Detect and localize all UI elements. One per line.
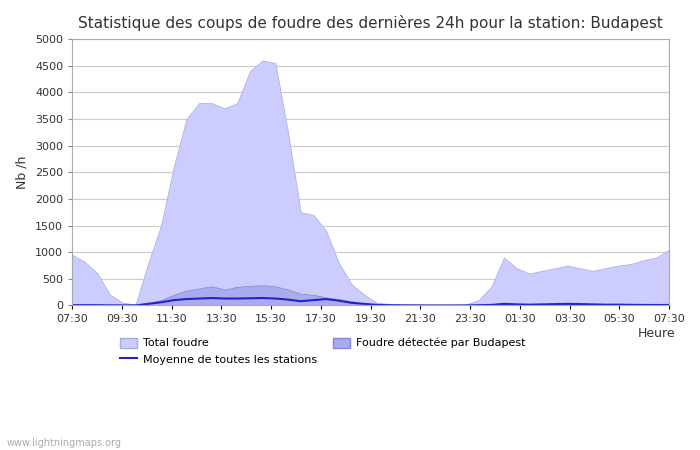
- Text: www.lightningmaps.org: www.lightningmaps.org: [7, 438, 122, 448]
- Y-axis label: Nb /h: Nb /h: [15, 156, 28, 189]
- Legend: Total foudre, Moyenne de toutes les stations, Foudre détectée par Budapest: Total foudre, Moyenne de toutes les stat…: [116, 333, 530, 369]
- Text: Heure: Heure: [638, 327, 675, 340]
- Title: Statistique des coups de foudre des dernières 24h pour la station: Budapest: Statistique des coups de foudre des dern…: [78, 15, 663, 31]
